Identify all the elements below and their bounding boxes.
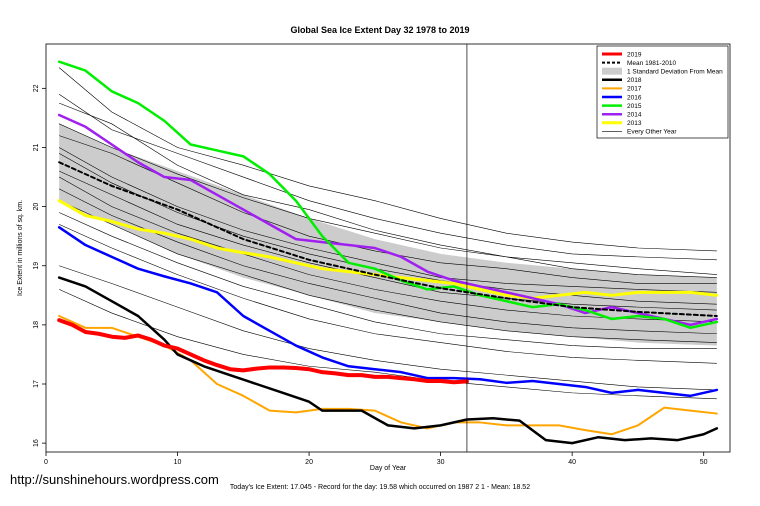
other-year-line-6: [59, 170, 717, 311]
series-line-2014: [57, 113, 719, 327]
legend-label-2015: 2015: [627, 103, 642, 110]
other-year-line-11: [59, 224, 717, 364]
legend: 2019 Mean 1981-2010 1 Standard Deviation F…: [596, 45, 729, 139]
other-year-line-9: [59, 200, 717, 343]
series-line-2013: [57, 199, 719, 300]
y-axis-label: Ice Extent in millions of sq. km.: [17, 200, 24, 296]
source-url[interactable]: http://sunshinehours.wordpress.com: [10, 472, 219, 487]
other-year-line-13: [59, 289, 717, 400]
y-tick-label-19: 19: [33, 262, 40, 270]
y-axis: 16 17 18 19 20 21 22: [33, 84, 46, 447]
x-tick-label-0: 0: [44, 459, 48, 466]
footer-note: Today's Ice Extent: 17.045 - Record for …: [229, 484, 531, 491]
y-tick-label-20: 20: [33, 203, 40, 211]
other-year-line-12: [59, 265, 717, 391]
legend-label-2014: 2014: [627, 112, 642, 119]
legend-label-2018: 2018: [627, 77, 642, 84]
legend-swatch-std-dev: [602, 67, 622, 75]
plot-area: [57, 44, 719, 452]
series-line-2019: [57, 318, 469, 385]
y-tick-label-18: 18: [33, 321, 40, 329]
legend-label-mean-1981-2010: Mean 1981-2010: [627, 60, 677, 67]
plot-content: [57, 44, 719, 452]
x-axis: 0 10 20 30 40 50: [44, 452, 708, 466]
std-dev-band: [59, 123, 717, 346]
series-line-2015: [57, 60, 719, 330]
other-year-line-4: [59, 147, 717, 293]
y-tick-label-22: 22: [33, 84, 40, 92]
y-tick-label-16: 16: [33, 439, 40, 447]
chart-title: Global Sea Ice Extent Day 32 1978 to 201…: [290, 25, 469, 35]
x-axis-label: Day of Year: [370, 465, 407, 472]
legend-label-every-other-year: Every Other Year: [627, 129, 677, 136]
series-line-every-other-year: [58, 123, 718, 275]
series-line-mean-1981-2010: [58, 161, 718, 317]
x-tick-label-10: 10: [174, 459, 182, 466]
legend-label-2016: 2016: [627, 94, 642, 101]
x-tick-label-50: 50: [700, 459, 708, 466]
y-tick-label-17: 17: [33, 380, 40, 388]
plot-frame: [45, 43, 731, 453]
other-year-line-10: [59, 212, 717, 349]
legend-label-2013: 2013: [627, 120, 642, 127]
y-tick-label-21: 21: [33, 143, 40, 151]
legend-label-std-dev: 1 Standard Deviation From Mean: [627, 69, 723, 76]
legend-label-2017: 2017: [627, 86, 642, 93]
x-tick-label-20: 20: [305, 459, 313, 466]
other-year-line-0: [58, 67, 717, 252]
legend-label-2019: 2019: [627, 51, 642, 58]
series-line-2016: [57, 226, 719, 398]
other-year-line-2: [59, 102, 717, 278]
x-tick-label-30: 30: [437, 459, 445, 466]
other-year-line-7: [59, 176, 717, 323]
x-tick-label-40: 40: [568, 459, 576, 466]
other-year-line-1: [58, 94, 717, 261]
